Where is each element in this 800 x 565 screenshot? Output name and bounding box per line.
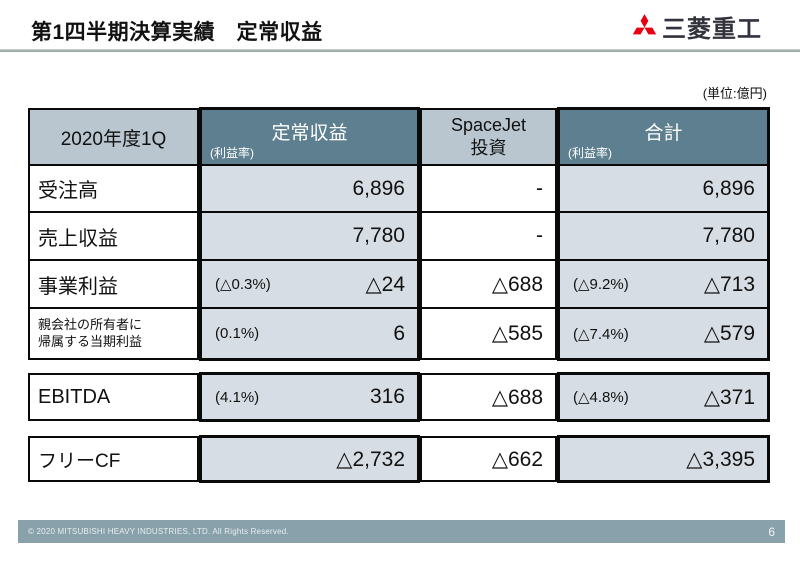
amount-value: 316: [369, 385, 405, 408]
amount-value: △2,732: [336, 447, 405, 471]
page-number: 6: [768, 524, 775, 539]
spacejet-net-income-cell: △585: [422, 309, 555, 358]
ebitda-teijo-col: (4.1%) 316: [199, 372, 420, 422]
amount-value: △585: [491, 322, 543, 345]
teijo-header-label: 定常収益: [271, 122, 348, 144]
spacejet-header-line2: 投資: [470, 138, 507, 158]
ebitda-spacejet-col: △688: [420, 373, 557, 421]
rate-value: (4.1%): [215, 388, 260, 406]
corner-header-cell: 2020年度1Q: [30, 110, 197, 164]
amount-value: △688: [491, 385, 543, 409]
rate-value: (△7.4%): [573, 325, 629, 343]
column-row-labels: 2020年度1Q 受注高 売上収益 事業利益 親会社の所有者に 帰属する当期利益: [28, 108, 199, 360]
total-header-label: 合計: [644, 122, 683, 144]
rate-value: (△4.8%): [573, 389, 629, 406]
teijo-orders-cell: 6,896: [202, 166, 417, 211]
teijo-net-income-cell: (0.1%) 6: [202, 309, 417, 358]
teijo-header-sublabel: (利益率): [210, 146, 254, 160]
freecf-label-col: フリーCF: [28, 436, 199, 482]
total-header-sublabel: (利益率): [568, 146, 612, 160]
teijo-header-cell: 定常収益 (利益率): [202, 110, 417, 164]
total-header-cell: 合計 (利益率): [560, 110, 767, 164]
copyright-text: © 2020 MITSUBISHI HEAVY INDUSTRIES, LTD.…: [28, 527, 289, 536]
rate-value: (△9.2%): [573, 276, 629, 293]
amount-value: △662: [491, 447, 543, 471]
column-total: 合計 (利益率) 6,896 7,780 (△9.2%) △713 (△7.4%…: [557, 107, 770, 361]
spacejet-business-profit-cell: △688: [422, 261, 555, 307]
ebitda-spacejet-cell: △688: [422, 375, 555, 419]
total-revenue-cell: 7,780: [560, 213, 767, 259]
rate-value: (0.1%): [215, 325, 260, 342]
ebitda-teijo-cell: (4.1%) 316: [202, 375, 417, 419]
freecf-spacejet-col: △662: [420, 436, 557, 482]
amount-value: △24: [365, 272, 405, 296]
row-label-business-profit: 事業利益: [30, 261, 197, 307]
amount-value: -: [536, 224, 543, 247]
amount-value: -: [536, 176, 543, 200]
total-business-profit-cell: (△9.2%) △713: [560, 261, 767, 307]
spacejet-header-cell: SpaceJet 投資: [422, 110, 555, 164]
freecf-total-col: △3,395: [557, 435, 770, 483]
title-divider: [0, 49, 800, 52]
spacejet-header-line1: SpaceJet: [450, 114, 527, 135]
freecf-table: フリーCF △2,732 △662 △3,395: [28, 435, 770, 483]
amount-value: △371: [703, 385, 755, 409]
spacejet-orders-cell: -: [422, 166, 555, 211]
row-label-orders: 受注高: [30, 166, 197, 211]
amount-value: 7,780: [352, 224, 405, 247]
row-label-ebitda: EBITDA: [30, 375, 197, 419]
column-spacejet: SpaceJet 投資 - - △688 △585: [420, 108, 557, 360]
amount-value: 6: [393, 321, 405, 345]
row-label-net-income: 親会社の所有者に 帰属する当期利益: [30, 309, 197, 358]
column-teijo-shueki: 定常収益 (利益率) 6,896 7,780 (△0.3%) △24 (0.1%…: [199, 107, 420, 361]
amount-value: △713: [703, 272, 755, 296]
unit-note: (単位:億円): [702, 86, 767, 101]
total-net-income-cell: (△7.4%) △579: [560, 309, 767, 358]
amount-value: 6,896: [352, 176, 405, 200]
teijo-business-profit-cell: (△0.3%) △24: [202, 261, 417, 307]
rate-value: (△0.3%): [215, 276, 271, 293]
freecf-total-cell: △3,395: [560, 438, 767, 480]
freecf-teijo-cell: △2,732: [202, 438, 417, 480]
company-logo-text: 三菱重工: [662, 16, 762, 43]
row-label-freecf: フリーCF: [30, 438, 197, 480]
row-label-net-income-line1: 親会社の所有者に: [38, 316, 143, 332]
footer-bar: © 2020 MITSUBISHI HEAVY INDUSTRIES, LTD.…: [18, 520, 785, 543]
freecf-teijo-col: △2,732: [199, 435, 420, 483]
freecf-spacejet-cell: △662: [422, 438, 555, 480]
row-label-net-income-line2: 帰属する当期利益: [38, 333, 143, 349]
amount-value: △688: [491, 272, 543, 296]
teijo-revenue-cell: 7,780: [202, 213, 417, 259]
ebitda-label-col: EBITDA: [28, 373, 199, 421]
results-table: 2020年度1Q 受注高 売上収益 事業利益 親会社の所有者に 帰属する当期利益…: [28, 107, 770, 361]
mitsubishi-three-diamonds-icon: [632, 14, 657, 35]
ebitda-table: EBITDA (4.1%) 316 △688 (△4.8%) △371: [28, 372, 770, 422]
amount-value: △579: [703, 322, 755, 345]
spacejet-revenue-cell: -: [422, 213, 555, 259]
amount-value: 7,780: [702, 224, 755, 247]
amount-value: 6,896: [702, 176, 755, 200]
page-title: 第1四半期決算実績 定常収益: [31, 21, 323, 44]
amount-value: △3,395: [686, 447, 755, 471]
total-orders-cell: 6,896: [560, 166, 767, 211]
ebitda-total-cell: (△4.8%) △371: [560, 375, 767, 419]
company-logo: 三菱重工: [631, 9, 762, 44]
ebitda-total-col: (△4.8%) △371: [557, 372, 770, 422]
row-label-revenue: 売上収益: [30, 213, 197, 259]
